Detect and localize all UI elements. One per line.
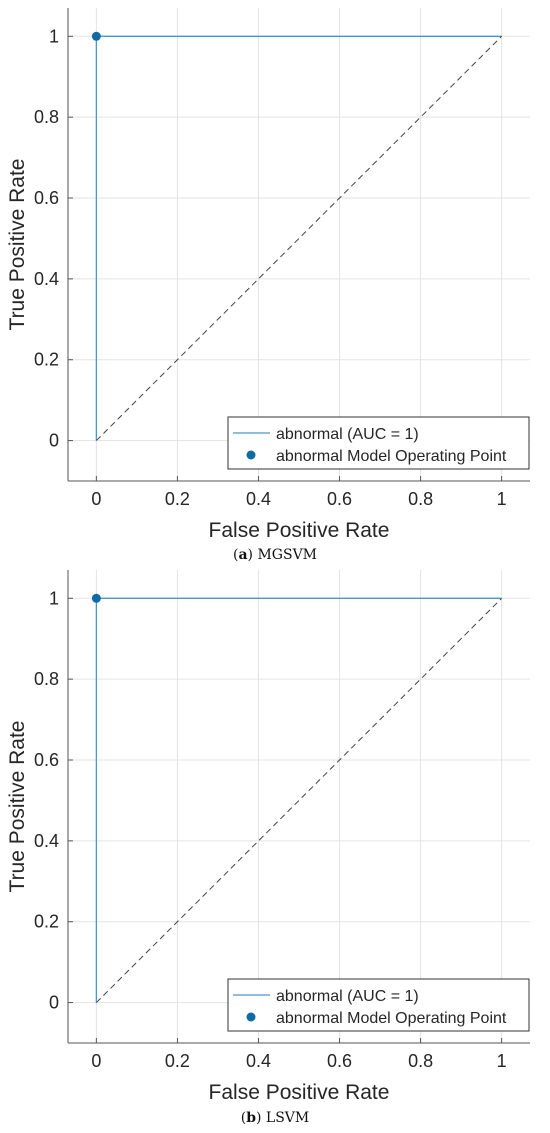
legend-box — [227, 416, 530, 470]
y-tick-label-3: 0.6 — [34, 750, 59, 770]
x-tick-label-3: 0.6 — [327, 489, 352, 509]
legend-marker-swatch — [246, 450, 256, 460]
y-axis-label: True Positive Rate — [6, 159, 29, 331]
operating-point-marker — [91, 593, 101, 603]
legend-entry-operating-point: abnormal Model Operating Point — [276, 1010, 507, 1027]
y-tick-label-4: 0.8 — [34, 669, 59, 689]
caption-b-text: LSVM — [265, 1110, 310, 1126]
y-tick-label-3: 0.6 — [34, 188, 59, 208]
x-tick-label-2: 0.4 — [246, 1051, 271, 1071]
chance-diagonal-line — [96, 597, 502, 1003]
legend-marker-swatch — [246, 1012, 256, 1022]
plot-area — [68, 570, 530, 1043]
x-tick-label-1: 0.2 — [165, 489, 190, 509]
x-axis-label: False Positive Rate — [209, 519, 390, 542]
x-tick-label-5: 1 — [497, 489, 507, 509]
roc-figure-b: 0 0.2 0.4 0.6 0.8 1 0 0.2 0.4 0.6 0.8 1 False Positi… — [0, 562, 550, 1128]
chance-diagonal-line — [96, 35, 502, 441]
y-tick-label-5: 1 — [49, 26, 59, 46]
x-tick-label-0: 0 — [91, 1051, 101, 1071]
y-tick-label-5: 1 — [49, 588, 59, 608]
operating-point-marker — [91, 31, 101, 41]
y-tick-label-4: 0.8 — [34, 107, 59, 127]
legend-entry-roc: abnormal (AUC = 1) — [276, 988, 419, 1005]
y-tick-label-1: 0.2 — [34, 350, 59, 370]
x-tick-label-5: 1 — [497, 1051, 507, 1071]
x-tick-label-1: 0.2 — [165, 1051, 190, 1071]
x-tick-label-4: 0.8 — [408, 489, 433, 509]
y-tick-label-1: 0.2 — [34, 912, 59, 932]
y-tick-label-2: 0.4 — [34, 831, 59, 851]
roc-figure-a: 0 0.2 0.4 0.6 0.8 1 0 0.2 0.4 0.6 0.8 1 False Positi… — [0, 0, 550, 566]
y-tick-label-0: 0 — [49, 993, 59, 1013]
legend: abnormal (AUC = 1) abnormal Model Operati… — [227, 416, 530, 470]
caption-b: (b) LSVM — [240, 1110, 310, 1126]
caption-b-letter: b — [246, 1110, 256, 1126]
y-tick-label-2: 0.4 — [34, 269, 59, 289]
x-tick-label-3: 0.6 — [327, 1051, 352, 1071]
y-axis-label: True Positive Rate — [6, 721, 29, 893]
y-tick-label-0: 0 — [49, 431, 59, 451]
x-axis-label: False Positive Rate — [209, 1081, 390, 1104]
legend-box — [227, 978, 530, 1032]
x-tick-label-0: 0 — [91, 489, 101, 509]
roc-plot-a: 0 0.2 0.4 0.6 0.8 1 0 0.2 0.4 0.6 0.8 1 False Positi… — [6, 8, 530, 542]
caption-a: (a) MGSVM — [232, 547, 318, 563]
caption-a-text: MGSVM — [257, 547, 318, 563]
legend-entry-roc: abnormal (AUC = 1) — [276, 426, 419, 443]
x-tick-label-4: 0.8 — [408, 1051, 433, 1071]
roc-plot-b: 0 0.2 0.4 0.6 0.8 1 0 0.2 0.4 0.6 0.8 1 False Positi… — [6, 570, 530, 1104]
legend-entry-operating-point: abnormal Model Operating Point — [276, 448, 507, 465]
caption-a-letter: a — [238, 547, 248, 563]
x-tick-label-2: 0.4 — [246, 489, 271, 509]
legend: abnormal (AUC = 1) abnormal Model Operati… — [227, 978, 530, 1032]
plot-area — [68, 8, 530, 481]
